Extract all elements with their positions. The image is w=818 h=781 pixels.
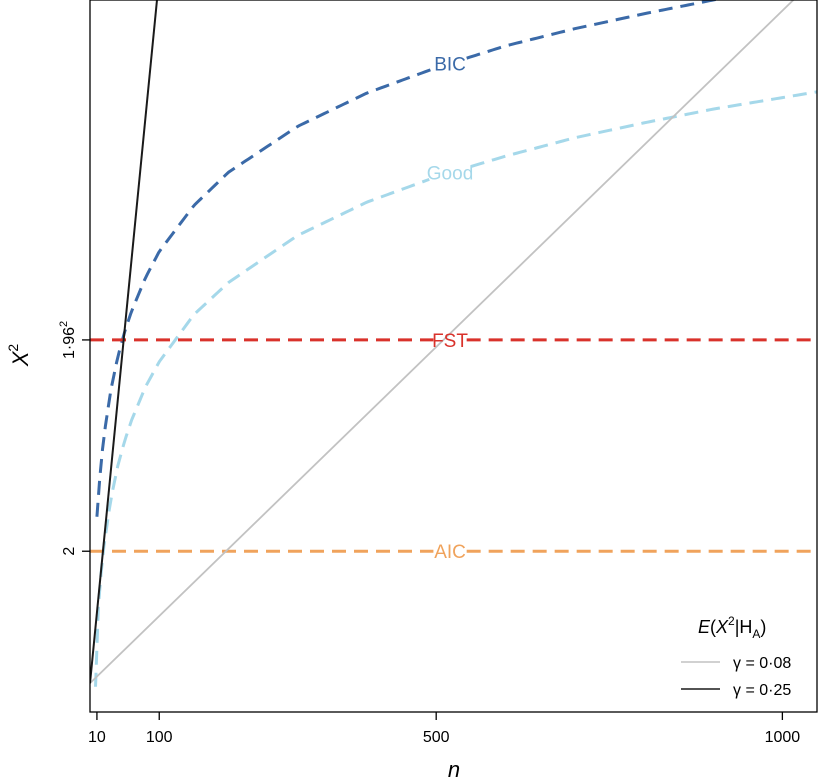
y-tick-label-0: 2: [61, 547, 78, 556]
y-tick-label-base-0: 2: [61, 547, 78, 556]
series-line-0-25: [90, 0, 158, 684]
curve-label-aic: AIC: [434, 542, 466, 563]
y-axis-title-base: X: [8, 350, 33, 367]
curve-label-good: Good: [427, 164, 473, 185]
legend-title: E(X2|HA): [698, 614, 766, 641]
x-tick-label-100: 100: [146, 729, 173, 746]
y-axis-title: X2: [5, 344, 33, 368]
series-line-good-part1: [94, 177, 430, 687]
legend: E(X2|HA) γ = 0·08 γ = 0·25: [681, 614, 791, 699]
legend-label-gamma-025: γ = 0·25: [733, 682, 791, 699]
x-axis-title: n: [448, 757, 460, 781]
legend-label-gamma-008: γ = 0·08: [733, 655, 791, 672]
x-tick-label-10: 10: [88, 729, 106, 746]
curve-label-bic: BIC: [434, 54, 466, 75]
series-line-bic-part2: [466, 0, 722, 60]
plot-frame: [89, 0, 818, 713]
series-group: [90, 0, 817, 687]
curve-label-fst: FST: [432, 331, 468, 352]
series-line-good-part2: [470, 90, 817, 168]
y-tick-label-sup-1: 2: [58, 321, 70, 327]
x-tick-label-500: 500: [423, 729, 450, 746]
y-axis-title-sup: 2: [5, 344, 21, 352]
series-line-bic-part1: [95, 67, 434, 517]
y-tick-label-1: 1·962: [58, 321, 78, 359]
x-tick-label-1000: 1000: [765, 729, 801, 746]
series-line-0-08: [90, 0, 795, 684]
y-tick-label-base-1: 1·96: [61, 327, 78, 359]
